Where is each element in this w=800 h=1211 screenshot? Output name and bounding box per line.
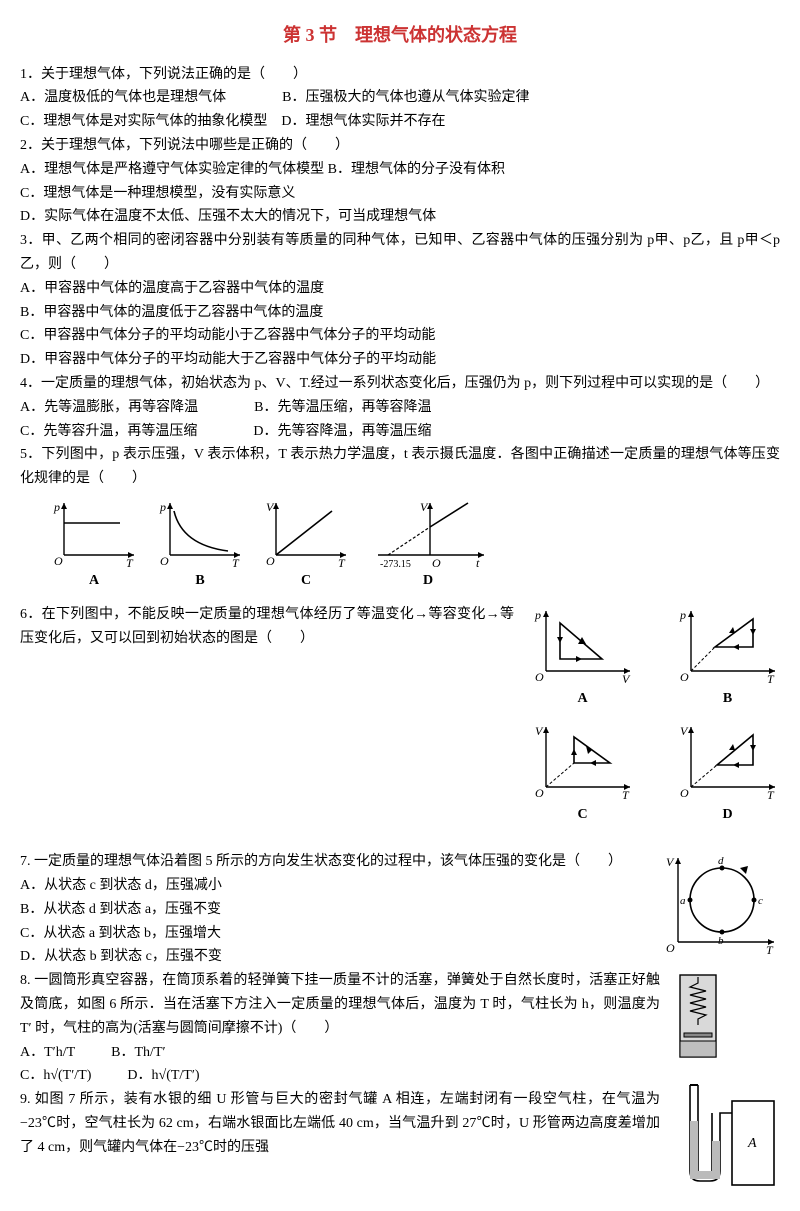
svg-text:V: V: [622, 672, 631, 685]
page-title: 第 3 节 理想气体的状态方程: [20, 20, 780, 51]
q4-stem: 4．一定质量的理想气体，初始状态为 p、V、T.经过一系列状态变化后，压强仍为 …: [20, 372, 780, 396]
svg-text:O: O: [160, 554, 169, 567]
q6-chart-b: p T O: [675, 603, 780, 685]
svg-text:p: p: [534, 608, 541, 622]
q5-stem: 5．下列图中，p 表示压强，V 表示体积，T 表示热力学温度，t 表示摄氏温度．…: [20, 443, 780, 491]
q3-a: A．甲容器中气体的温度高于乙容器中气体的温度: [20, 277, 780, 301]
svg-text:T: T: [126, 556, 134, 567]
svg-text:-273.15: -273.15: [380, 559, 411, 567]
svg-text:T: T: [767, 672, 775, 685]
q8-stem: 8. 一圆筒形真空容器，在筒顶系着的轻弹簧下挂一质量不计的活塞，弹簧处于自然长度…: [20, 969, 660, 1040]
q1-row1: A．温度极低的气体也是理想气体 B．压强极大的气体也遵从气体实验定律: [20, 86, 780, 110]
q5-chart-d: V t -273.15 O: [368, 497, 488, 567]
svg-text:V: V: [535, 724, 544, 738]
q8-row2: C．h√(T′/T)D．h√(T/T′): [20, 1064, 660, 1088]
svg-text:d: d: [718, 855, 724, 867]
q4-row1: A．先等温膨胀，再等容降温 B．先等温压缩，再等容降温: [20, 396, 780, 420]
q7-c: C．从状态 a 到状态 b，压强增大: [20, 922, 646, 946]
q2-a: A．理想气体是严格遵守气体实验定律的气体模型 B．理想气体的分子没有体积: [20, 158, 780, 182]
q9-stem: 9. 如图 7 所示，装有水银的细 U 形管与巨大的密封气罐 A 相连，左端封闭…: [20, 1088, 660, 1159]
q6-chart-c: V T O: [530, 719, 635, 801]
q8-diagram: [670, 969, 726, 1065]
q5-diagrams: p T O A p T O B V T O C: [50, 497, 780, 593]
q3-d: D．甲容器中气体分子的平均动能大于乙容器中气体分子的平均动能: [20, 348, 780, 372]
svg-text:T: T: [767, 788, 775, 801]
q7-d: D．从状态 b 到状态 c，压强不变: [20, 945, 646, 969]
svg-text:V: V: [666, 855, 675, 869]
svg-text:A: A: [747, 1136, 757, 1151]
svg-text:p: p: [159, 500, 166, 514]
svg-text:V: V: [420, 500, 429, 514]
svg-text:c: c: [758, 895, 763, 907]
svg-text:T: T: [232, 556, 240, 567]
svg-text:a: a: [680, 895, 686, 907]
svg-text:O: O: [680, 670, 689, 684]
q6-diagrams: p V O A p T O B: [530, 603, 780, 827]
right-figures: A: [670, 969, 780, 1191]
q1-stem: 1．关于理想气体，下列说法正确的是（ ）: [20, 63, 780, 87]
svg-text:T: T: [622, 788, 630, 801]
q5-chart-a: p T O: [50, 497, 138, 567]
svg-text:t: t: [476, 556, 480, 567]
svg-text:V: V: [266, 500, 275, 514]
q6-chart-a: p V O: [530, 603, 635, 685]
svg-text:p: p: [679, 608, 686, 622]
svg-text:O: O: [266, 554, 275, 567]
svg-text:O: O: [54, 554, 63, 567]
q2-c: C．理想气体是一种理想模型，没有实际意义: [20, 182, 780, 206]
q7-a: A．从状态 c 到状态 d，压强减小: [20, 874, 646, 898]
svg-text:O: O: [535, 670, 544, 684]
q3-stem: 3．甲、乙两个相同的密闭容器中分别装有等质量的同种气体，已知甲、乙容器中气体的压…: [20, 229, 780, 277]
svg-text:V: V: [680, 724, 689, 738]
svg-text:O: O: [680, 786, 689, 800]
svg-text:T: T: [766, 943, 774, 957]
svg-text:p: p: [53, 500, 60, 514]
q5-chart-c: V T O: [262, 497, 350, 567]
q8-row1: A．T′h/TB．Th/T′: [20, 1041, 660, 1065]
svg-text:O: O: [432, 556, 441, 567]
q6-chart-d: V T O: [675, 719, 780, 801]
svg-text:b: b: [718, 935, 724, 947]
svg-text:O: O: [666, 941, 675, 955]
q9-diagram: A: [670, 1071, 780, 1191]
q5-chart-b: p T O: [156, 497, 244, 567]
q1-row2: C．理想气体是对实际气体的抽象化模型 D．理想气体实际并不存在: [20, 110, 780, 134]
q7-diagram: a b c d V T O: [660, 850, 780, 960]
q2-d: D．实际气体在温度不太低、压强不太大的情况下，可当成理想气体: [20, 205, 780, 229]
q6-stem: 6．在下列图中，不能反映一定质量的理想气体经历了等温变化→等容变化→等压变化后，…: [20, 603, 514, 651]
q2-stem: 2．关于理想气体，下列说法中哪些是正确的（ ）: [20, 134, 780, 158]
svg-text:T: T: [338, 556, 346, 567]
q7-stem: 7. 一定质量的理想气体沿着图 5 所示的方向发生状态变化的过程中，该气体压强的…: [20, 850, 646, 874]
q7-b: B．从状态 d 到状态 a，压强不变: [20, 898, 646, 922]
svg-text:O: O: [535, 786, 544, 800]
q3-c: C．甲容器中气体分子的平均动能小于乙容器中气体分子的平均动能: [20, 324, 780, 348]
q4-row2: C．先等容升温，再等温压缩 D．先等容降温，再等温压缩: [20, 420, 780, 444]
q3-b: B．甲容器中气体的温度低于乙容器中气体的温度: [20, 301, 780, 325]
